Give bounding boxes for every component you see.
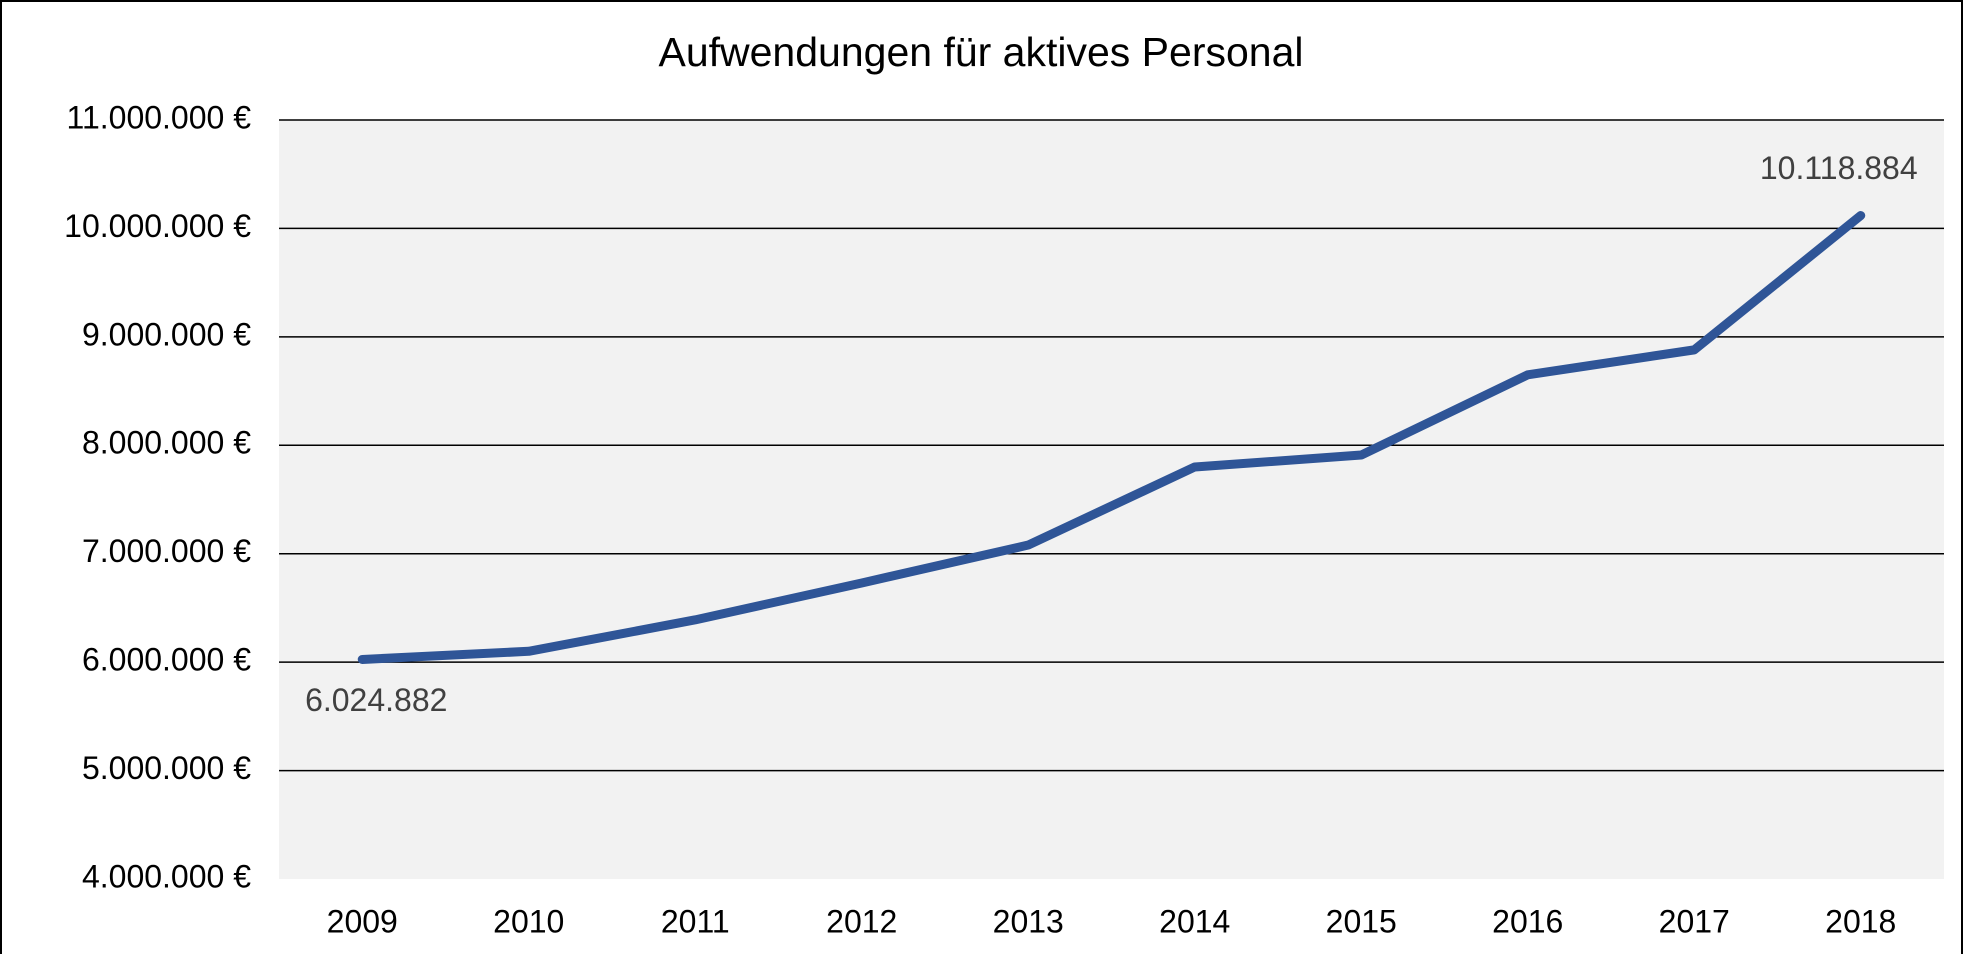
- y-tick-label: 6.000.000 €: [82, 642, 251, 678]
- data-line: [357, 211, 1866, 664]
- data-label: 6.024.882: [305, 682, 447, 718]
- y-tick-label: 5.000.000 €: [82, 750, 251, 786]
- x-tick-label: 2015: [1326, 903, 1397, 939]
- y-tick-label: 11.000.000 €: [67, 99, 252, 135]
- y-tick-label: 9.000.000 €: [82, 316, 251, 352]
- x-tick-label: 2014: [1159, 903, 1230, 939]
- chart-title: Aufwendungen für aktives Personal: [658, 29, 1303, 75]
- y-tick-label: 10.000.000 €: [64, 208, 251, 244]
- y-tick-label: 4.000.000 €: [82, 858, 251, 894]
- x-tick-label: 2011: [661, 903, 730, 939]
- x-tick-label: 2013: [993, 903, 1064, 939]
- x-tick-label: 2018: [1825, 903, 1896, 939]
- y-tick-label: 8.000.000 €: [82, 425, 251, 461]
- x-tick-label: 2017: [1659, 903, 1730, 939]
- x-tick-label: 2012: [826, 903, 897, 939]
- x-tick-label: 2016: [1492, 903, 1563, 939]
- data-label: 10.118.884: [1760, 150, 1918, 186]
- y-tick-label: 7.000.000 €: [82, 533, 251, 569]
- x-tick-label: 2009: [327, 903, 398, 939]
- plot-area: [279, 120, 1944, 879]
- x-tick-label: 2010: [493, 903, 564, 939]
